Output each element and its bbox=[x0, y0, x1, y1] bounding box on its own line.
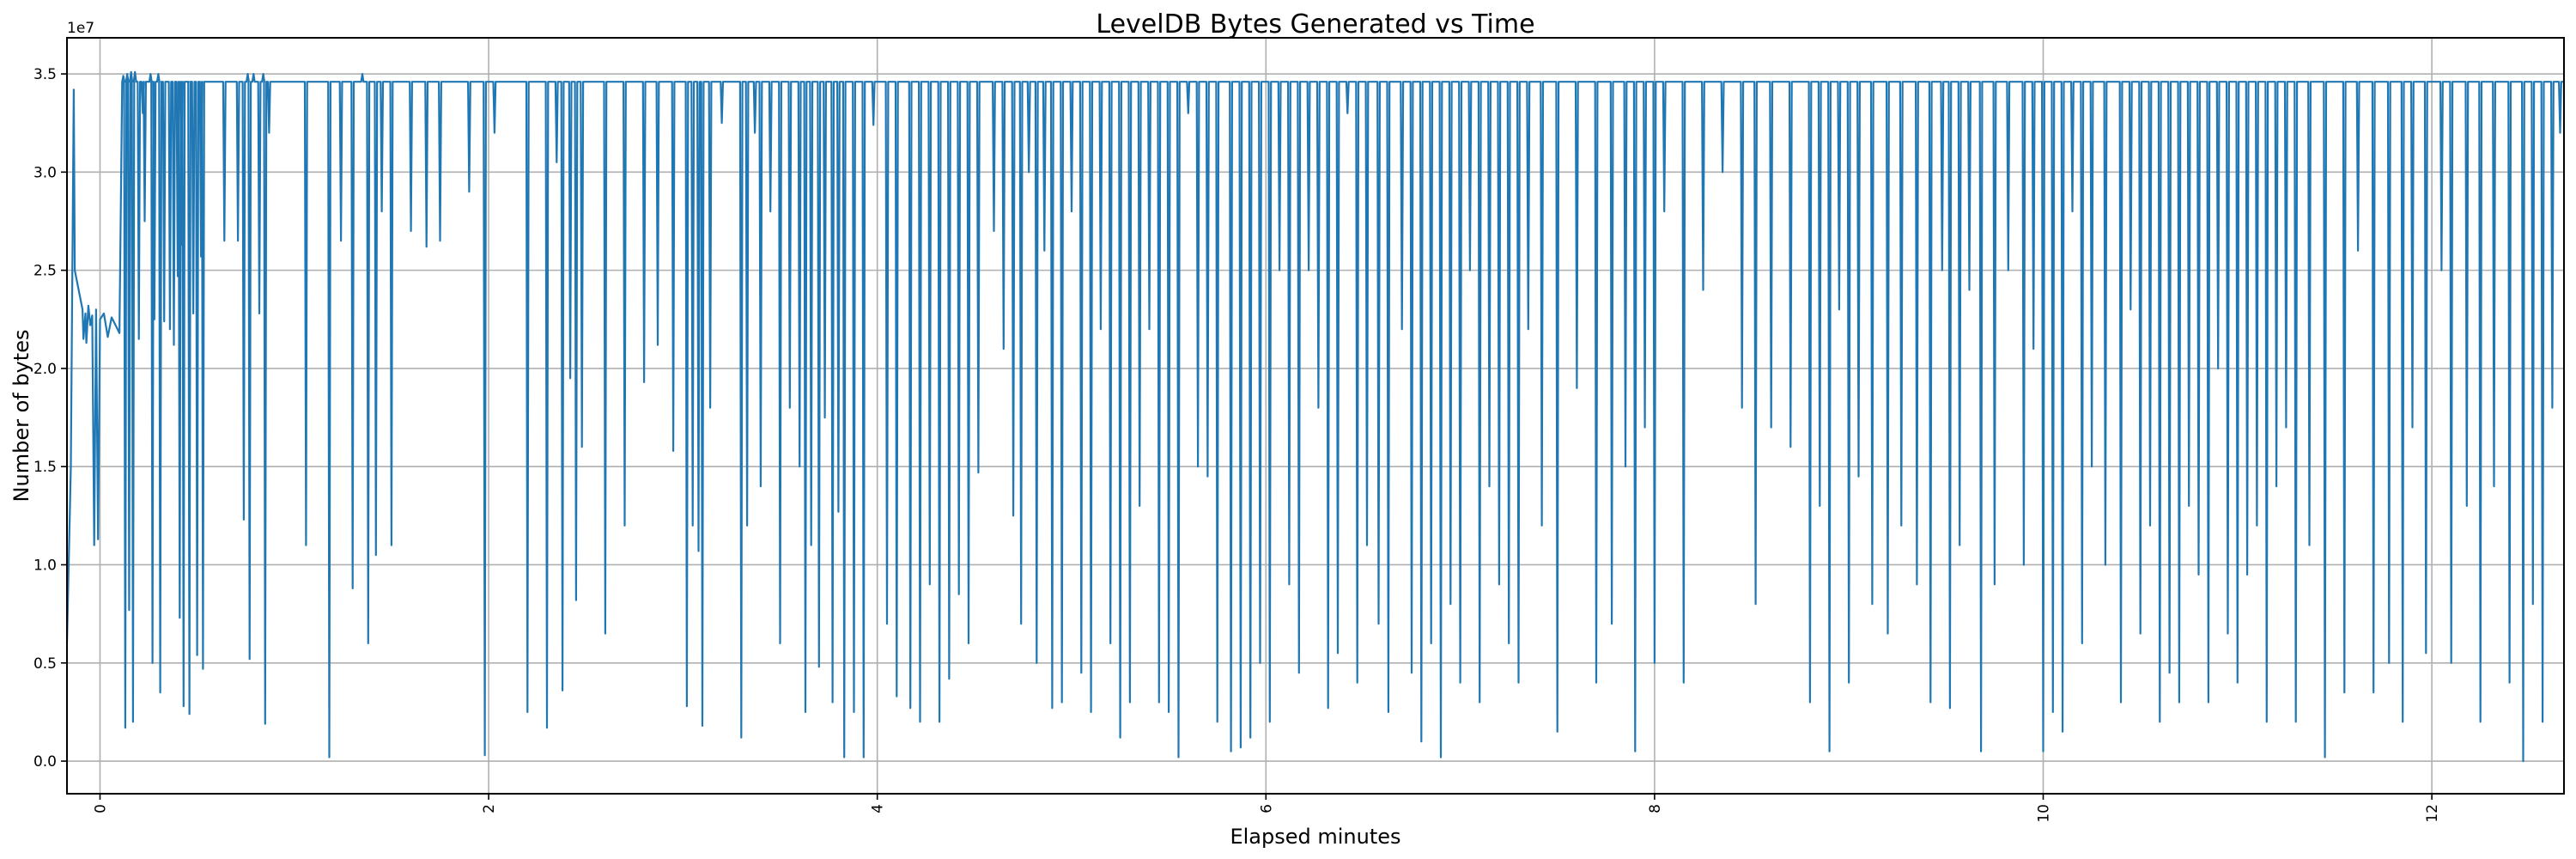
y-tick-label: 2.0 bbox=[33, 361, 57, 378]
x-axis-ticks: 0 2 4 6 8 10 12 bbox=[92, 794, 2441, 823]
x-tick-label: 10 bbox=[2036, 804, 2053, 823]
y-tick-label: 0.0 bbox=[33, 753, 57, 771]
series-line-bytes bbox=[65, 70, 2564, 763]
y-tick-label: 1.0 bbox=[33, 557, 57, 574]
y-tick-label: 1.5 bbox=[33, 459, 57, 476]
x-tick-label: 2 bbox=[481, 804, 498, 813]
x-tick-label: 12 bbox=[2424, 804, 2441, 823]
y-axis-ticks: 0.0 0.5 1.0 1.5 2.0 2.5 3.0 3.5 bbox=[33, 66, 67, 771]
y-tick-label: 3.5 bbox=[33, 66, 57, 83]
x-tick-label: 4 bbox=[870, 804, 887, 813]
plot-area bbox=[65, 70, 2564, 763]
y-axis-label: Number of bytes bbox=[9, 330, 33, 503]
y-tick-label: 2.5 bbox=[33, 263, 57, 280]
x-tick-label: 8 bbox=[1647, 804, 1664, 813]
x-tick-label: 0 bbox=[92, 804, 109, 813]
axes-frame bbox=[66, 37, 2565, 795]
x-axis-label: Elapsed minutes bbox=[1230, 825, 1400, 849]
x-tick-label: 6 bbox=[1258, 804, 1275, 813]
y-offset-label: 1e7 bbox=[67, 20, 94, 37]
y-tick-label: 3.0 bbox=[33, 164, 57, 181]
chart-title: LevelDB Bytes Generated vs Time bbox=[1096, 9, 1534, 40]
y-tick-label: 0.5 bbox=[33, 655, 57, 673]
